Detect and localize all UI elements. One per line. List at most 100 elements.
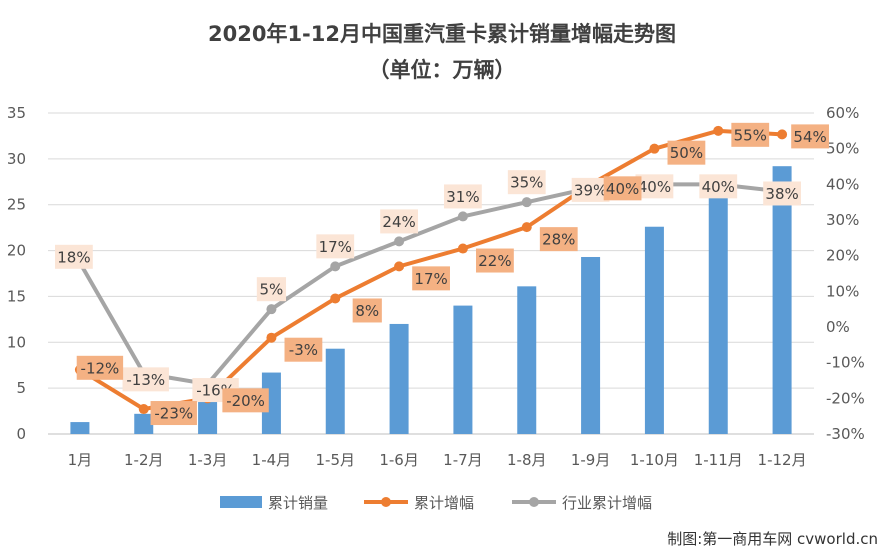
- x-axis-tick-label: 1-12月: [758, 451, 807, 469]
- industry-growth-label-box: [316, 234, 355, 259]
- y2-axis-tick-label: -30%: [826, 425, 865, 443]
- cumulative-growth-label-box: [150, 401, 197, 426]
- x-axis-tick-label: 1-3月: [188, 451, 228, 469]
- x-axis-tick-label: 1月: [68, 451, 93, 469]
- bar: [261, 372, 281, 434]
- cumulative-growth-label: 22%: [478, 252, 511, 270]
- industry-growth-label: 39%: [574, 181, 607, 199]
- cumulative-growth-point: [138, 404, 149, 415]
- industry-growth-point: [457, 211, 468, 222]
- bar: [772, 166, 792, 435]
- cumulative-growth-point: [457, 243, 468, 254]
- cumulative-growth-label-box: [791, 124, 829, 149]
- cumulative-growth-point: [330, 293, 341, 304]
- y2-axis-tick-label: 0%: [826, 318, 850, 336]
- cumulative-growth-label-box: [222, 388, 269, 413]
- cumulative-growth-label-box: [352, 298, 382, 323]
- chart-title: 2020年1-12月中国重汽重卡累计销量增幅走势图: [208, 22, 676, 46]
- legend-label: 累计增幅: [414, 494, 474, 512]
- industry-growth-label-box: [507, 170, 546, 195]
- x-axis-tick-label: 1-10月: [630, 451, 679, 469]
- bar: [70, 422, 90, 434]
- industry-growth-label-box: [571, 177, 610, 202]
- y2-axis-tick-label: -20%: [826, 389, 865, 407]
- cumulative-growth-point: [777, 129, 788, 140]
- industry-growth-point: [394, 236, 405, 247]
- industry-growth-label: 35%: [510, 174, 543, 192]
- cumulative-growth-label: -12%: [81, 359, 120, 377]
- y-axis-tick-label: 35: [7, 104, 26, 122]
- cumulative-growth-label-box: [76, 355, 124, 380]
- cumulative-growth-label-box: [284, 337, 323, 362]
- cumulative-growth-label-box: [731, 122, 770, 147]
- industry-growth-label-box: [380, 209, 418, 234]
- legend-swatch-point: [529, 497, 539, 507]
- x-axis-tick-label: 1-2月: [124, 451, 164, 469]
- y2-axis-tick-label: 30%: [826, 211, 859, 229]
- cumulative-growth-label: 8%: [355, 302, 379, 320]
- industry-growth-point: [266, 304, 277, 315]
- industry-growth-label: 5%: [260, 281, 284, 299]
- cumulative-growth-point: [649, 143, 660, 154]
- cumulative-growth-label-box: [603, 176, 642, 201]
- industry-growth-label: 40%: [702, 178, 735, 196]
- cumulative-growth-label: 55%: [734, 126, 767, 144]
- x-axis-tick-label: 1-5月: [316, 451, 356, 469]
- cumulative-growth-point: [266, 332, 277, 343]
- cumulative-growth-label: -20%: [226, 392, 265, 410]
- cumulative-growth-label-box: [539, 227, 578, 252]
- legend-label: 累计销量: [268, 494, 328, 512]
- y-axis-tick-label: 5: [16, 379, 26, 397]
- y-axis-tick-label: 25: [7, 196, 26, 214]
- bar: [325, 348, 345, 434]
- industry-growth-label-box: [256, 277, 287, 302]
- bar: [708, 197, 728, 434]
- legend-swatch-bars: [220, 496, 262, 508]
- industry-growth-label: 24%: [382, 213, 415, 231]
- chart-subtitle: （单位：万辆）: [368, 58, 516, 82]
- y2-axis-tick-label: 10%: [826, 282, 859, 300]
- bar: [644, 226, 664, 434]
- watermark: 制图:第一商用车网 cvworld.cn: [667, 530, 878, 548]
- y-axis-tick-label: 10: [7, 333, 26, 351]
- y2-axis-tick-label: 40%: [826, 175, 859, 193]
- y2-axis-tick-label: -10%: [826, 354, 865, 372]
- cumulative-growth-label: 28%: [542, 231, 575, 249]
- x-axis-tick-label: 1-11月: [694, 451, 743, 469]
- industry-growth-label-box: [122, 367, 169, 392]
- legend-swatch-point: [381, 497, 391, 507]
- legend-label: 行业累计增幅: [562, 494, 652, 512]
- cumulative-growth-label: 17%: [414, 270, 447, 288]
- industry-growth-label: 18%: [57, 248, 90, 266]
- industry-growth-label-box: [635, 174, 674, 199]
- cumulative-growth-label: -23%: [154, 405, 193, 423]
- bar: [198, 395, 218, 434]
- x-axis-tick-label: 1-9月: [571, 451, 611, 469]
- cumulative-growth-point: [521, 222, 532, 233]
- cumulative-growth-label-box: [412, 266, 450, 291]
- cumulative-growth-label: 54%: [793, 128, 826, 146]
- industry-growth-label-box: [699, 174, 738, 199]
- y-axis-tick-label: 20: [7, 242, 26, 260]
- x-axis-tick-label: 1-6月: [379, 451, 419, 469]
- industry-growth-point: [521, 197, 532, 208]
- x-axis-tick-label: 1-7月: [443, 451, 483, 469]
- cumulative-growth-label: 40%: [606, 180, 639, 198]
- y2-axis-tick-label: 50%: [826, 140, 859, 158]
- industry-growth-label: 31%: [446, 188, 479, 206]
- cumulative-growth-label-box: [476, 248, 514, 273]
- y2-axis-tick-label: 60%: [826, 104, 859, 122]
- industry-growth-label: -13%: [126, 371, 165, 389]
- cumulative-growth-point: [713, 125, 724, 136]
- bar: [134, 413, 154, 434]
- industry-growth-label: 40%: [638, 178, 671, 196]
- cumulative-growth-label-box: [667, 140, 706, 165]
- bar: [389, 323, 409, 434]
- cumulative-growth-label: 50%: [670, 144, 703, 162]
- y-axis-tick-label: 0: [16, 425, 26, 443]
- cumulative-growth-label: -3%: [289, 341, 318, 359]
- y-axis-tick-label: 30: [7, 150, 26, 168]
- x-axis-tick-label: 1-4月: [252, 451, 292, 469]
